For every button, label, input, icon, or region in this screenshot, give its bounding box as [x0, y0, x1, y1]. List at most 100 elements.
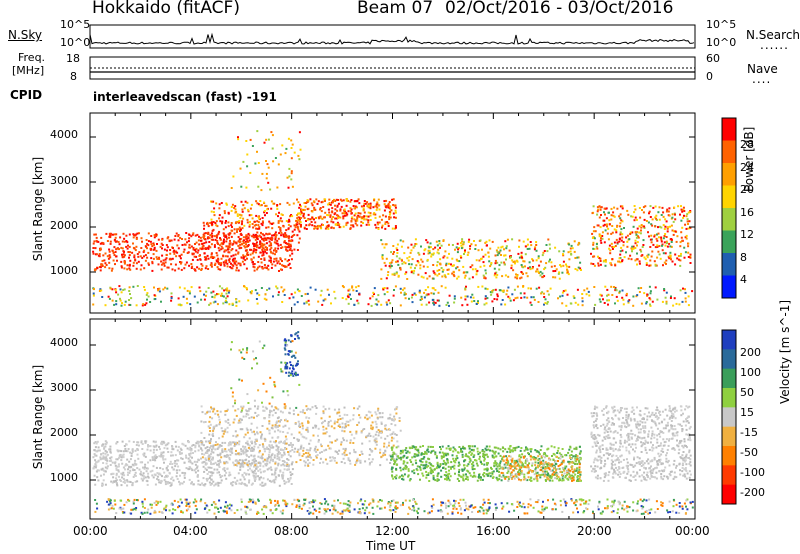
velocity-point	[285, 438, 288, 441]
power-point	[489, 247, 492, 250]
power-point	[247, 253, 249, 256]
power-point	[566, 271, 569, 274]
power-point	[598, 257, 601, 259]
power-point	[234, 241, 237, 244]
power-point	[236, 220, 239, 223]
velocity-point	[253, 476, 256, 479]
power-point	[208, 245, 211, 248]
power-point	[669, 297, 672, 299]
velocity-point	[483, 463, 486, 466]
power-point	[404, 297, 407, 300]
velocity-point	[216, 463, 219, 466]
velocity-point	[349, 439, 352, 442]
power-point	[147, 244, 150, 247]
velocity-point	[95, 442, 98, 445]
power-point	[144, 303, 147, 306]
velocity-point	[149, 470, 152, 473]
power-point	[502, 289, 505, 292]
power-point	[162, 262, 165, 265]
velocity-point	[373, 438, 376, 441]
velocity-point	[345, 453, 348, 456]
velocity-point	[146, 467, 149, 470]
velocity-point	[221, 430, 224, 433]
power-point	[239, 262, 242, 265]
power-point	[508, 297, 511, 300]
velocity-point	[200, 431, 203, 434]
velocity-point	[270, 457, 273, 460]
velocity-point	[348, 452, 351, 455]
velocity-point	[239, 466, 242, 469]
power-point	[247, 232, 250, 235]
power-point	[603, 241, 606, 244]
velocity-point	[409, 478, 412, 481]
velocity-point	[189, 461, 192, 464]
power-point	[314, 226, 317, 229]
power-point	[123, 254, 126, 257]
power-point	[345, 199, 348, 202]
velocity-point	[164, 444, 167, 447]
power-point	[577, 243, 580, 246]
power-point	[120, 291, 123, 294]
power-point	[309, 218, 312, 221]
velocity-point	[242, 415, 245, 418]
power-point	[145, 239, 148, 241]
power-point	[156, 257, 159, 260]
power-point	[403, 287, 406, 290]
power-point	[558, 250, 561, 253]
velocity-point	[444, 467, 447, 470]
velocity-point	[192, 452, 194, 454]
power-point	[299, 205, 302, 208]
velocity-point	[175, 475, 178, 478]
power-point	[331, 201, 334, 204]
power-point	[274, 237, 277, 240]
power-point	[149, 247, 152, 250]
power-point	[580, 269, 582, 271]
power-point	[223, 289, 226, 292]
power-point	[248, 234, 251, 237]
power-point	[167, 236, 170, 239]
velocity-point	[311, 406, 314, 409]
power-point	[143, 288, 146, 291]
power-point	[188, 292, 191, 295]
power-point	[602, 224, 605, 227]
power-point	[678, 303, 681, 306]
power-point	[274, 249, 277, 252]
power-point	[212, 290, 215, 293]
power-point	[297, 228, 300, 231]
power-point	[313, 208, 316, 211]
power-point	[461, 304, 464, 307]
power-point	[311, 216, 314, 219]
power-point	[530, 304, 533, 306]
power-point	[222, 261, 225, 264]
velocity-point	[191, 481, 193, 484]
power-point	[212, 238, 214, 241]
power-point	[519, 277, 522, 280]
power-point	[246, 153, 249, 156]
velocity-point	[228, 458, 231, 461]
power-point	[231, 226, 233, 228]
power-point	[145, 302, 148, 305]
velocity-point	[394, 408, 396, 411]
power-point	[320, 201, 323, 204]
power-point	[307, 200, 310, 203]
power-point	[203, 232, 206, 235]
velocity-point	[220, 427, 223, 430]
power-point	[180, 268, 183, 271]
velocity-point	[271, 473, 274, 476]
power-point	[639, 248, 642, 251]
power-point	[125, 240, 128, 242]
power-point	[223, 212, 226, 215]
velocity-point	[161, 475, 163, 478]
velocity-point	[392, 444, 395, 447]
power-point	[438, 304, 441, 307]
power-point	[105, 264, 108, 266]
velocity-point	[452, 450, 455, 453]
power-point	[263, 234, 266, 237]
velocity-point	[185, 454, 187, 457]
velocity-point	[392, 477, 395, 480]
velocity-point	[543, 452, 546, 454]
power-point	[162, 259, 165, 262]
power-point	[392, 204, 395, 206]
power-point	[273, 257, 276, 260]
power-point	[151, 262, 154, 265]
